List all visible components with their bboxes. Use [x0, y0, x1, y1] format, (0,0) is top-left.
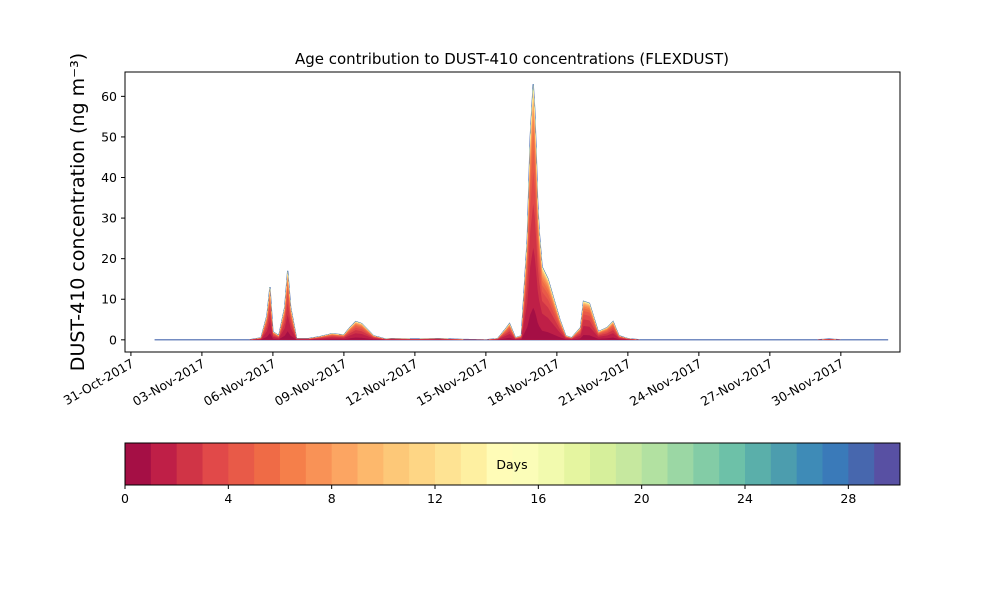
y-axis-label: DUST-410 concentration (ng m⁻³): [67, 53, 89, 371]
colorbar-segment-17: [564, 443, 591, 485]
colorbar-label: Days: [496, 457, 527, 472]
age-band-25: [154, 84, 889, 340]
plot-area: [154, 84, 889, 341]
colorbar-segment-20: [641, 443, 668, 485]
colorbar-segment-2: [176, 443, 203, 485]
colorbar-segment-3: [202, 443, 229, 485]
y-tick-label-4: 40: [101, 170, 117, 185]
age-band-23: [154, 84, 889, 340]
y-tick-label-3: 30: [101, 211, 117, 226]
y-tick-label-2: 20: [101, 251, 117, 266]
age-band-21: [154, 84, 889, 340]
colorbar-segment-8: [331, 443, 358, 485]
colorbar-tick-label-3: 12: [427, 491, 443, 506]
colorbar-tick-label-1: 4: [224, 491, 232, 506]
colorbar-segment-18: [590, 443, 617, 485]
age-band-12: [154, 89, 889, 340]
age-band-15: [154, 86, 889, 340]
colorbar-segment-21: [667, 443, 694, 485]
colorbar: 0 4 8 12 16 20 24 28: [121, 442, 901, 506]
x-tick-label-5: 15-Nov-2017: [414, 356, 491, 409]
colorbar-tick-label-7: 28: [840, 491, 856, 506]
x-tick-label-3: 09-Nov-2017: [272, 356, 349, 409]
x-tick-label-1: 03-Nov-2017: [130, 356, 207, 409]
colorbar-tick-label-6: 24: [737, 491, 753, 506]
age-band-27: [154, 84, 889, 340]
colorbar-segment-12: [435, 443, 462, 485]
chart-title: Age contribution to DUST-410 concentrati…: [295, 50, 729, 68]
colorbar-segment-0: [125, 443, 152, 485]
age-band-29: [154, 84, 889, 341]
x-tick-label-4: 12-Nov-2017: [343, 356, 420, 409]
colorbar-segment-24: [745, 443, 772, 485]
colorbar-segment-14: [486, 443, 513, 485]
age-band-13: [154, 88, 889, 340]
age-band-3: [154, 171, 889, 340]
colorbar-segment-15: [512, 443, 539, 485]
axes: 010203040506031-Oct-201703-Nov-201706-No…: [61, 71, 901, 409]
age-band-9: [154, 97, 889, 340]
colorbar-segment-26: [796, 443, 823, 485]
age-band-11: [154, 91, 889, 340]
age-band-19: [154, 84, 889, 340]
age-band-2: [154, 203, 889, 340]
colorbar-segment-27: [822, 443, 849, 485]
x-tick-label-9: 27-Nov-2017: [698, 356, 775, 409]
age-band-4: [154, 148, 889, 340]
colorbar-segment-9: [357, 443, 384, 485]
plot-frame: [124, 71, 901, 353]
x-tick-label-7: 21-Nov-2017: [556, 356, 633, 409]
x-tick-label-8: 24-Nov-2017: [627, 356, 704, 409]
age-band-10: [154, 93, 889, 340]
age-band-26: [154, 84, 889, 340]
colorbar-segment-1: [150, 443, 178, 485]
x-tick-label-2: 06-Nov-2017: [201, 356, 278, 409]
colorbar-segment-28: [848, 443, 875, 485]
y-tick-label-5: 50: [101, 129, 117, 144]
colorbar-segment-10: [383, 443, 410, 485]
colorbar-tick-label-5: 20: [634, 491, 650, 506]
x-tick-label-10: 30-Nov-2017: [769, 356, 846, 409]
colorbar-tick-label-0: 0: [121, 491, 129, 506]
age-band-6: [154, 118, 889, 340]
y-tick-label-1: 10: [101, 292, 117, 307]
age-band-5: [154, 131, 889, 340]
colorbar-segment-6: [280, 443, 307, 485]
colorbar-segment-25: [770, 443, 798, 485]
colorbar-tick-label-4: 16: [530, 491, 546, 506]
colorbar-segment-19: [615, 443, 643, 485]
age-band-16: [154, 85, 889, 340]
colorbar-segment-4: [228, 443, 255, 485]
age-band-8: [154, 102, 889, 340]
colorbar-segment-11: [409, 443, 436, 485]
age-band-7: [154, 109, 889, 340]
colorbar-segment-23: [719, 443, 746, 485]
age-band-22: [154, 84, 889, 340]
colorbar-segment-7: [305, 443, 333, 485]
age-band-24: [154, 84, 889, 340]
age-band-18: [154, 84, 889, 340]
x-tick-label-6: 18-Nov-2017: [485, 356, 562, 409]
age-band-28: [154, 84, 889, 340]
colorbar-tick-label-2: 8: [328, 491, 336, 506]
colorbar-frame: [124, 442, 901, 486]
colorbar-segment-16: [538, 443, 565, 485]
age-band-20: [154, 84, 889, 340]
age-band-14: [154, 86, 889, 340]
colorbar-segment-13: [460, 443, 488, 485]
colorbar-segment-5: [254, 443, 281, 485]
y-tick-label-6: 60: [101, 89, 117, 104]
colorbar-segment-22: [693, 443, 720, 485]
colorbar-segment-29: [874, 443, 901, 485]
y-tick-label-0: 0: [109, 332, 117, 347]
age-band-17: [154, 85, 889, 340]
